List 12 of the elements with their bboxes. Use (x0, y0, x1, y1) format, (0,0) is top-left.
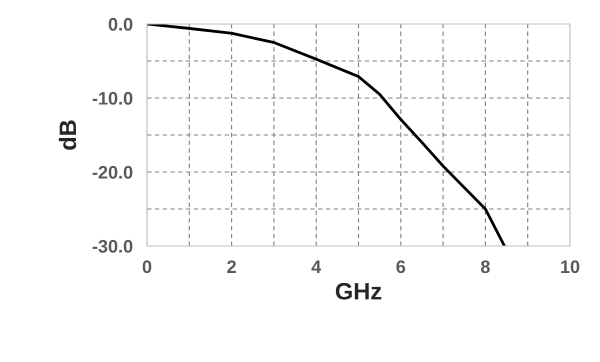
x-tick-label: 2 (227, 260, 236, 273)
y-tick-label: -10.0 (92, 92, 132, 105)
x-tick-label: 10 (561, 260, 580, 274)
x-axis-title: GHz (336, 282, 382, 300)
y-axis-title: dB (58, 120, 76, 150)
y-tick-label: -30.0 (92, 240, 132, 253)
x-tick-label: 6 (396, 260, 406, 274)
y-tick-label: 0.0 (108, 18, 132, 31)
y-tick-label: -20.0 (92, 166, 132, 179)
x-tick-label: 0 (142, 260, 152, 274)
x-tick-label: 8 (480, 260, 490, 274)
x-tick-label: 4 (311, 260, 322, 273)
